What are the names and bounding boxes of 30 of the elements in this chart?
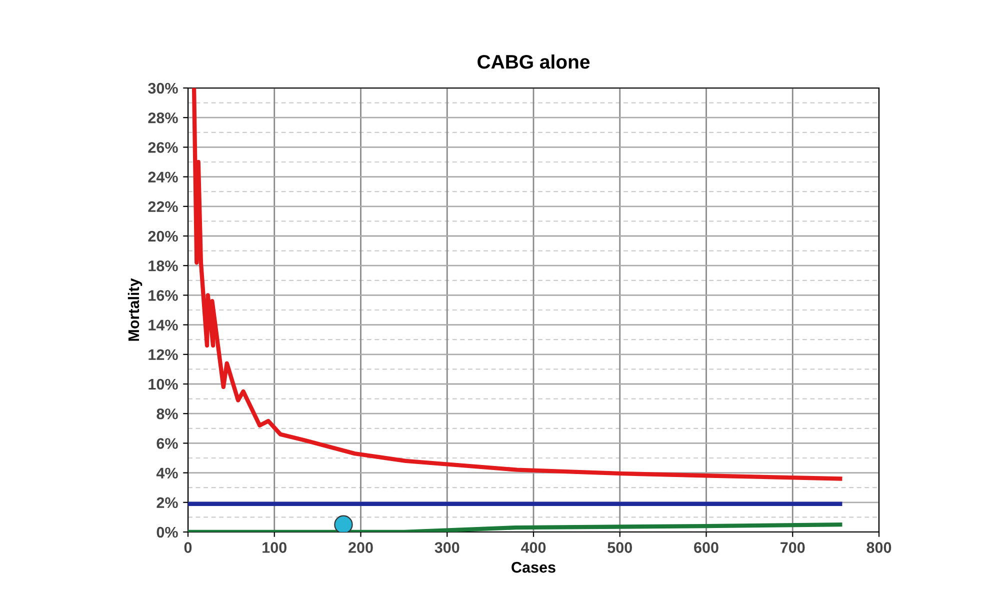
y-tick-label: 10%: [148, 378, 178, 390]
y-tick-label: 28%: [148, 112, 178, 124]
x-tick-label: 800: [866, 542, 892, 553]
x-tick-label: 400: [520, 542, 546, 553]
y-tick-label: 8%: [156, 408, 178, 420]
x-tick-label: 500: [608, 542, 632, 553]
y-tick-label: 22%: [148, 201, 178, 212]
y-axis-title: Mortality: [128, 278, 142, 341]
y-tick-label: 20%: [148, 230, 178, 242]
x-tick-label: 700: [780, 542, 805, 553]
x-tick-label: 0: [184, 542, 192, 553]
y-tick-label: 24%: [148, 172, 178, 182]
line-series: [192, 88, 842, 481]
y-tick-label: 6%: [156, 438, 178, 449]
y-tick-label: 14%: [148, 320, 178, 330]
line-series: [188, 522, 842, 532]
y-tick-label: 30%: [148, 82, 178, 94]
y-tick-label: 0%: [156, 526, 178, 538]
y-tick-label: 16%: [148, 290, 178, 301]
x-tick-label: 200: [348, 542, 373, 553]
x-axis-title: Cases: [512, 562, 556, 573]
y-tick-label: 2%: [156, 497, 178, 508]
x-tick-label: 300: [434, 542, 460, 553]
y-tick-label: 4%: [156, 468, 178, 478]
x-tick-label: 600: [694, 542, 718, 553]
x-tick-label: 100: [262, 542, 286, 553]
y-tick-label: 26%: [148, 142, 178, 153]
y-tick-label: 12%: [148, 349, 178, 360]
chart-title: CABG alone: [478, 54, 590, 69]
y-tick-label: 18%: [148, 260, 178, 272]
